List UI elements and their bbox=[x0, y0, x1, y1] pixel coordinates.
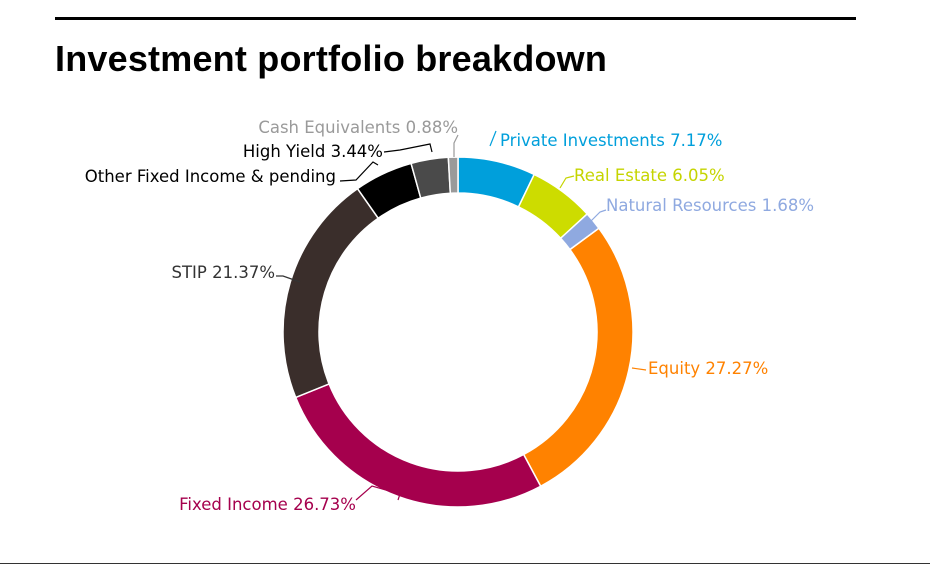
data-label: Real Estate 6.05% bbox=[574, 166, 725, 185]
leader-line bbox=[339, 161, 379, 182]
data-label: STIP 21.37% bbox=[171, 263, 275, 282]
leader-line bbox=[559, 175, 575, 189]
data-label: Other Fixed Income & pending bbox=[85, 167, 336, 186]
leader-line bbox=[276, 275, 301, 283]
leader-line bbox=[453, 134, 459, 157]
slice-cash-equivalents bbox=[447, 156, 459, 195]
leader-line bbox=[589, 209, 607, 223]
leader-line bbox=[489, 130, 497, 147]
data-label: Fixed Income 26.73% bbox=[179, 495, 356, 514]
data-label: Private Investments 7.17% bbox=[500, 131, 722, 150]
bottom-rule bbox=[0, 563, 930, 564]
data-label: High Yield 3.44% bbox=[243, 142, 383, 161]
data-label: Cash Equivalents 0.88% bbox=[258, 118, 458, 137]
data-label: Equity 27.27% bbox=[648, 359, 768, 378]
top-rule bbox=[55, 17, 856, 20]
leader-line bbox=[631, 367, 647, 371]
slice-fixed-income bbox=[294, 383, 542, 508]
leader-line bbox=[355, 485, 401, 501]
page-title: Investment portfolio breakdown bbox=[55, 38, 608, 79]
data-label: Natural Resources 1.68% bbox=[606, 196, 814, 215]
leader-line bbox=[383, 143, 433, 153]
slice-stip bbox=[282, 187, 380, 399]
slice-equity bbox=[522, 227, 634, 488]
